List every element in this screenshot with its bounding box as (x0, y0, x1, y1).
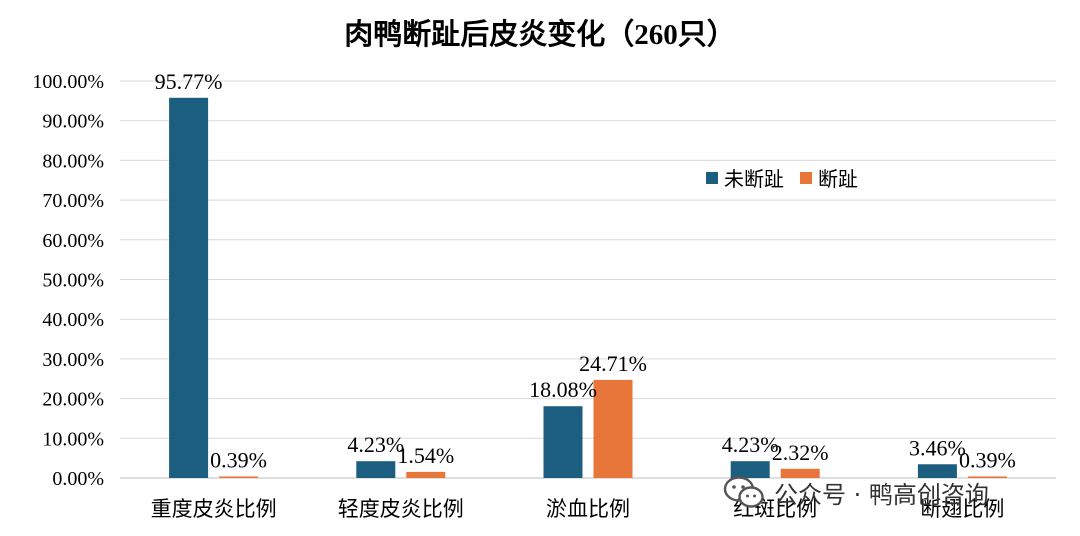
data-label: 0.39% (959, 447, 1016, 472)
y-tick-label: 10.00% (42, 428, 104, 450)
bar (967, 476, 1007, 478)
data-labels: 95.77%0.39%4.23%1.54%18.08%24.71%4.23%2.… (155, 69, 1016, 473)
data-label: 3.46% (909, 435, 966, 460)
data-label: 4.23% (722, 432, 779, 457)
y-tick-label: 90.00% (42, 111, 104, 133)
legend-label: 未断趾 (724, 167, 784, 191)
y-tick-label: 50.00% (42, 270, 104, 292)
x-tick-label: 轻度皮炎比例 (338, 497, 464, 521)
x-tick-label: 断翅比例 (920, 497, 1004, 521)
legend: 未断趾 断趾 (706, 167, 858, 191)
y-tick-label: 0.00% (52, 468, 104, 490)
bar (780, 468, 820, 478)
data-label: 18.08% (529, 377, 597, 402)
x-axis-tick-labels: 重度皮炎比例 轻度皮炎比例 淤血比例 红斑比例 断翅比例 (151, 497, 1005, 521)
y-tick-label: 40.00% (42, 309, 104, 331)
x-tick-label: 重度皮炎比例 (151, 497, 277, 521)
data-label: 1.54% (397, 443, 454, 468)
watermark-text: 公众号 · 鸭高创咨询 (774, 480, 989, 509)
bar (356, 461, 396, 478)
bar (730, 461, 770, 478)
wechat-icon (723, 476, 764, 508)
bar (543, 406, 583, 478)
chart-title: 肉鸭断趾后皮炎变化（260只） (344, 17, 736, 51)
y-tick-label: 100.00% (32, 71, 104, 93)
data-label: 24.71% (579, 351, 647, 376)
bar (593, 379, 633, 478)
y-tick-label: 60.00% (42, 230, 104, 252)
y-tick-label: 70.00% (42, 190, 104, 212)
bar (406, 471, 446, 478)
y-tick-label: 20.00% (42, 389, 104, 411)
data-label: 4.23% (347, 432, 404, 457)
legend-swatch (800, 172, 812, 184)
y-tick-label: 30.00% (42, 349, 104, 371)
bar (917, 464, 957, 478)
data-label: 0.39% (210, 447, 267, 472)
bar (219, 476, 259, 478)
watermark: 公众号 · 鸭高创咨询 (722, 472, 989, 512)
y-axis-tick-labels: 0.00% 10.00% 20.00% 30.00% 40.00% 50.00% 60.00… (32, 71, 104, 490)
y-tick-label: 80.00% (42, 150, 104, 172)
x-tick-label: 淤血比例 (546, 497, 630, 521)
legend-label: 断趾 (818, 167, 858, 191)
bars (169, 97, 1007, 479)
legend-swatch (706, 172, 718, 184)
gridlines (120, 80, 1056, 479)
bar (169, 97, 209, 479)
data-label: 2.32% (772, 440, 829, 465)
data-label: 95.77% (155, 69, 223, 94)
